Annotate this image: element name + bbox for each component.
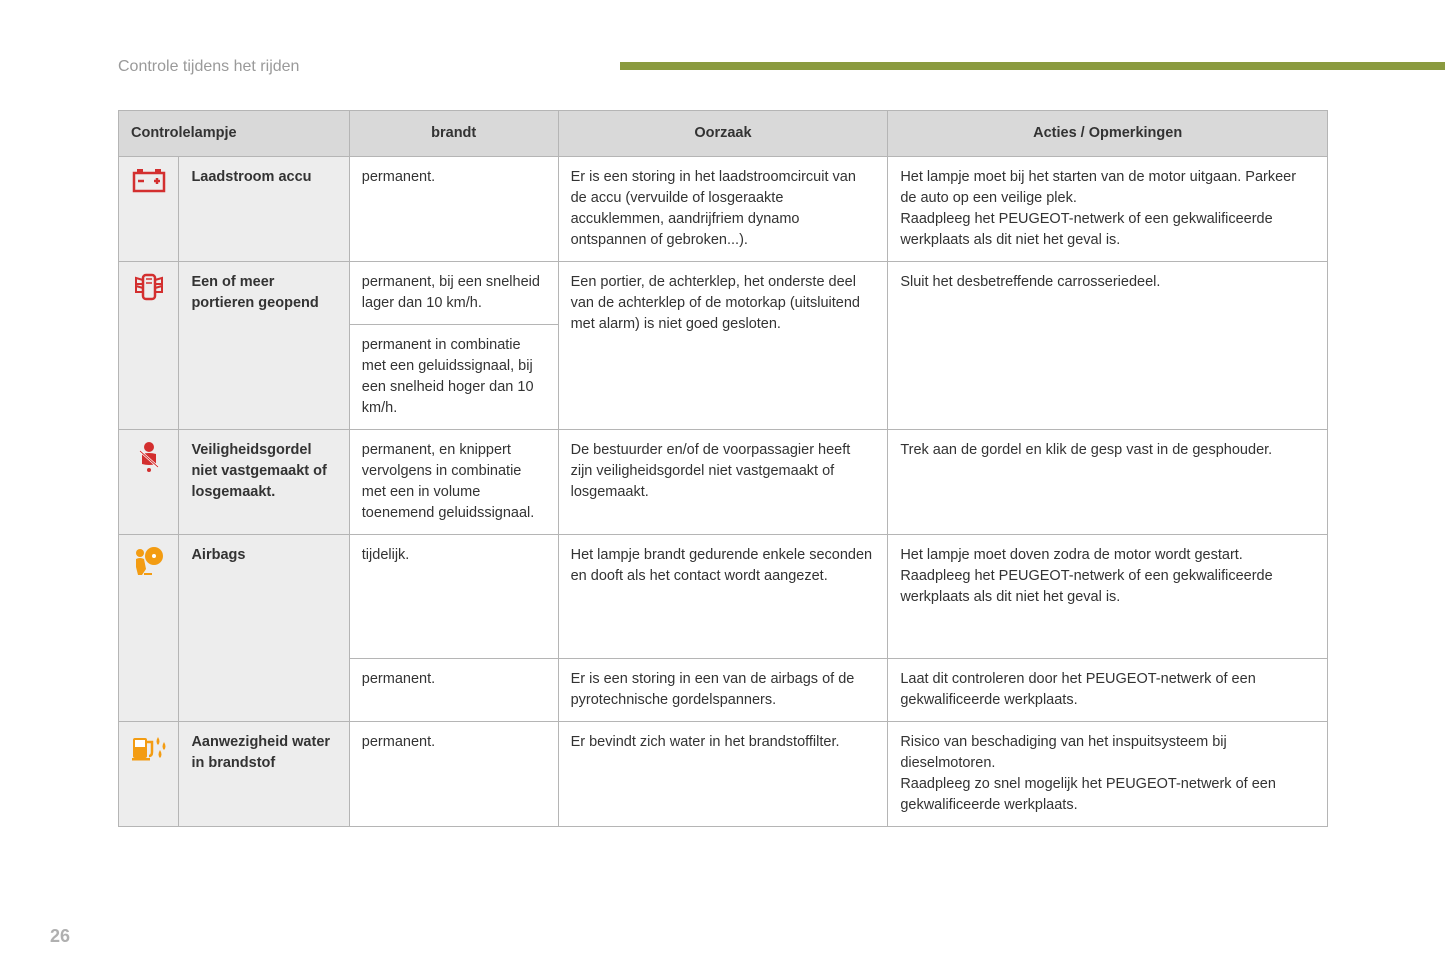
airbag-label: Airbags	[179, 535, 349, 722]
header-accent-bar	[620, 62, 1445, 70]
fuel-water-label: Aanwezigheid water in brandstof	[179, 722, 349, 827]
table-row: Veiligheidsgordel niet vastgemaakt of lo…	[119, 430, 1328, 535]
fuel-water-icon-cell	[119, 722, 179, 827]
airbag-acties-2: Laat dit controleren door het PEUGEOT-ne…	[888, 659, 1328, 722]
fuel-water-acties: Risico van beschadiging van het inspuits…	[888, 722, 1328, 827]
door-icon-cell	[119, 262, 179, 430]
page-number: 26	[50, 926, 70, 947]
airbag-icon	[132, 545, 166, 577]
fuel-water-icon	[130, 732, 168, 762]
seatbelt-oorzaak: De bestuurder en/of de voorpassagier hee…	[558, 430, 888, 535]
fuel-water-brandt: permanent.	[349, 722, 558, 827]
fuel-water-oorzaak: Er bevindt zich water in het brandstoffi…	[558, 722, 888, 827]
table-header-row: Controlelampje brandt Oorzaak Acties / O…	[119, 111, 1328, 157]
col-header-brandt: brandt	[349, 111, 558, 157]
door-open-icon	[132, 272, 166, 302]
seatbelt-brandt: permanent, en knippert vervolgens in com…	[349, 430, 558, 535]
airbag-oorzaak-2: Er is een storing in een van de airbags …	[558, 659, 888, 722]
page-title: Controle tijdens het rijden	[118, 58, 299, 76]
battery-label: Laadstroom accu	[179, 157, 349, 262]
airbag-acties-1: Het lampje moet doven zodra de motor wor…	[888, 535, 1328, 659]
col-header-oorzaak: Oorzaak	[558, 111, 888, 157]
battery-brandt: permanent.	[349, 157, 558, 262]
airbag-oorzaak-1: Het lampje brandt gedurende enkele secon…	[558, 535, 888, 659]
airbag-brandt-2: permanent.	[349, 659, 558, 722]
col-header-acties: Acties / Opmerkingen	[888, 111, 1328, 157]
col-header-lamp: Controlelampje	[119, 111, 350, 157]
battery-acties: Het lampje moet bij het starten van de m…	[888, 157, 1328, 262]
battery-icon	[132, 167, 166, 193]
doors-label: Een of meer portieren geopend	[179, 262, 349, 430]
seatbelt-icon-cell	[119, 430, 179, 535]
table-row: Laadstroom accu permanent. Er is een sto…	[119, 157, 1328, 262]
table-row: Aanwezigheid water in brandstof permanen…	[119, 722, 1328, 827]
doors-brandt-1: permanent, bij een snelheid lager dan 10…	[349, 262, 558, 325]
seatbelt-acties: Trek aan de gordel en klik de gesp vast …	[888, 430, 1328, 535]
doors-acties: Sluit het desbetreffende carrosseriedeel…	[888, 262, 1328, 430]
warning-lights-table: Controlelampje brandt Oorzaak Acties / O…	[118, 110, 1328, 827]
seatbelt-label: Veiligheidsgordel niet vastgemaakt of lo…	[179, 430, 349, 535]
doors-oorzaak: Een portier, de achterklep, het onderste…	[558, 262, 888, 430]
table-row: Een of meer portieren geopend permanent,…	[119, 262, 1328, 325]
battery-oorzaak: Er is een storing in het laadstroomcircu…	[558, 157, 888, 262]
airbag-brandt-1: tijdelijk.	[349, 535, 558, 659]
airbag-icon-cell	[119, 535, 179, 722]
table-row: Airbags tijdelijk. Het lampje brandt ged…	[119, 535, 1328, 659]
seatbelt-icon	[134, 440, 164, 472]
battery-icon-cell	[119, 157, 179, 262]
doors-brandt-2: permanent in combinatie met een geluidss…	[349, 325, 558, 430]
